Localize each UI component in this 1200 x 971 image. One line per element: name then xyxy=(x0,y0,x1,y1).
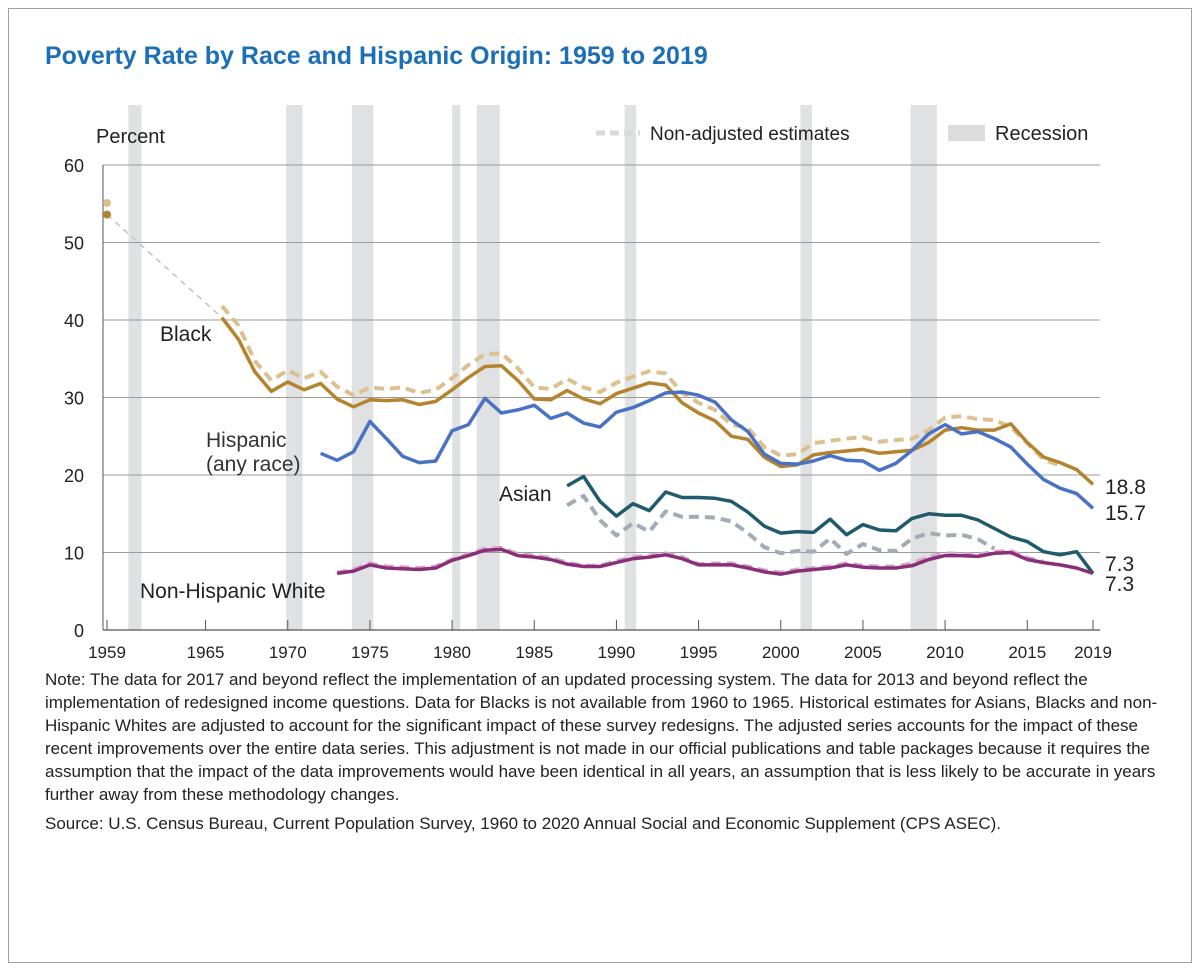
series-label-black: Black xyxy=(160,323,212,346)
end-label-asian: 7.3 xyxy=(1105,553,1134,576)
series-line-non-hispanic-white xyxy=(336,547,1094,576)
x-tick-label: 1995 xyxy=(680,643,718,662)
y-tick-label: 10 xyxy=(64,544,84,564)
recession-band xyxy=(452,105,461,630)
series-line-asian-non-adjusted xyxy=(566,493,996,556)
y-tick-label: 60 xyxy=(64,156,84,176)
x-tick-label: 1970 xyxy=(269,643,307,662)
series-line-black xyxy=(220,316,1095,486)
series-label-asian: Asian xyxy=(499,483,552,506)
series-label-hispanic: Hispanic xyxy=(206,429,287,452)
x-tick-label: 2019 xyxy=(1074,643,1112,662)
series-label-non-hispanic-white: Non-Hispanic White xyxy=(140,580,326,603)
end-label-black: 18.8 xyxy=(1105,476,1146,499)
series-line-hispanic-any-race- xyxy=(319,390,1095,510)
black-gap-connector xyxy=(106,214,223,319)
y-tick-label: 0 xyxy=(74,621,84,641)
source-text: Source: U.S. Census Bureau, Current Popu… xyxy=(45,814,1002,833)
series-line-black-non-adjusted xyxy=(220,304,1061,468)
recession-band xyxy=(286,105,303,630)
x-tick-label: 2000 xyxy=(762,643,800,662)
note-text: Note: The data for 2017 and beyond refle… xyxy=(45,670,1158,804)
black-1959-point xyxy=(103,210,111,219)
y-axis-label: Percent xyxy=(96,126,165,148)
recession-band xyxy=(910,105,937,630)
legend-label-recession: Recession xyxy=(995,123,1088,145)
x-tick-label: 1965 xyxy=(187,643,225,662)
y-tick-label: 50 xyxy=(64,234,84,254)
recession-band xyxy=(128,105,142,630)
chart-title: Poverty Rate by Race and Hispanic Origin… xyxy=(45,42,708,70)
black-non-adjusted-1959-point xyxy=(103,198,111,207)
end-label-non-hispanic-white: 7.3 xyxy=(1105,573,1134,596)
x-tick-label: 1975 xyxy=(351,643,389,662)
end-label-hispanic: 15.7 xyxy=(1105,502,1146,525)
y-tick-label: 40 xyxy=(64,311,84,331)
legend-label-non-adjusted: Non-adjusted estimates xyxy=(650,124,850,145)
x-tick-label: 1980 xyxy=(433,643,471,662)
recession-band xyxy=(351,105,374,630)
x-tick-label: 1959 xyxy=(88,643,126,662)
x-tick-label: 2005 xyxy=(844,643,882,662)
legend-recession-swatch xyxy=(948,125,985,141)
notes: Note: The data for 2017 and beyond refle… xyxy=(45,668,1165,841)
y-tick-label: 20 xyxy=(64,466,84,486)
x-tick-label: 2010 xyxy=(926,643,964,662)
y-tick-label: 30 xyxy=(64,389,84,409)
x-tick-label: 2015 xyxy=(1008,643,1046,662)
x-tick-label: 1990 xyxy=(598,643,636,662)
recession-band xyxy=(800,105,812,630)
series-line-asian xyxy=(566,474,1095,575)
recession-band xyxy=(624,105,637,630)
x-tick-label: 1985 xyxy=(515,643,553,662)
figure-frame xyxy=(8,8,1192,963)
series-label-hispanic-any-race: (any race) xyxy=(206,453,301,476)
